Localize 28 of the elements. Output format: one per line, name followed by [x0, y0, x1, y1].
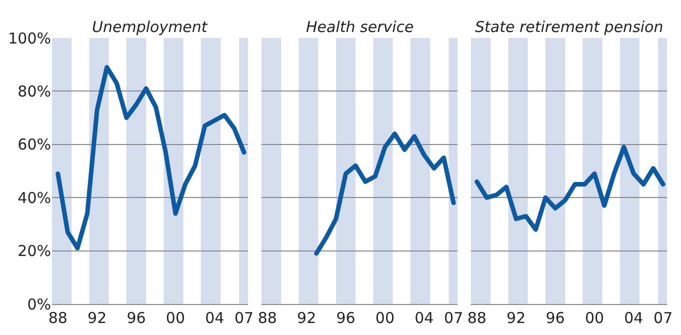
x-tick-label: 88 [48, 309, 68, 327]
x-tick-label: 00 [584, 309, 604, 327]
x-tick-label: 92 [297, 309, 316, 327]
x-tick-label: 96 [126, 309, 146, 327]
x-tick-label: 04 [205, 309, 224, 327]
chart-title: Unemployment [92, 18, 208, 36]
x-tick-label: 96 [336, 309, 356, 327]
x-tick-label: 00 [166, 309, 186, 327]
y-tick-label: 100% [8, 29, 51, 48]
y-tick-label: 40% [18, 188, 51, 207]
x-tick-label: 04 [624, 309, 644, 327]
x-tick-label: 04 [414, 309, 434, 327]
x-tick-label: 96 [546, 309, 565, 327]
x-tick-label: 07 [654, 309, 673, 327]
x-tick-label: 07 [234, 309, 254, 327]
y-tick-label: 20% [18, 242, 51, 260]
y-tick-label: 0% [27, 295, 51, 314]
x-tick-label: 92 [506, 309, 526, 327]
x-tick-label: 88 [258, 309, 277, 327]
line-series [56, 65, 246, 250]
chart-title: State retirement pension [475, 18, 664, 36]
x-tick-label: 88 [467, 309, 486, 327]
y-tick-label: 80% [18, 82, 51, 100]
x-tick-label: 92 [88, 309, 107, 327]
x-tick-label: 07 [444, 309, 464, 327]
x-tick-label: 00 [375, 309, 395, 327]
y-tick-label: 60% [18, 136, 51, 154]
chart-title: Health service [306, 18, 414, 36]
